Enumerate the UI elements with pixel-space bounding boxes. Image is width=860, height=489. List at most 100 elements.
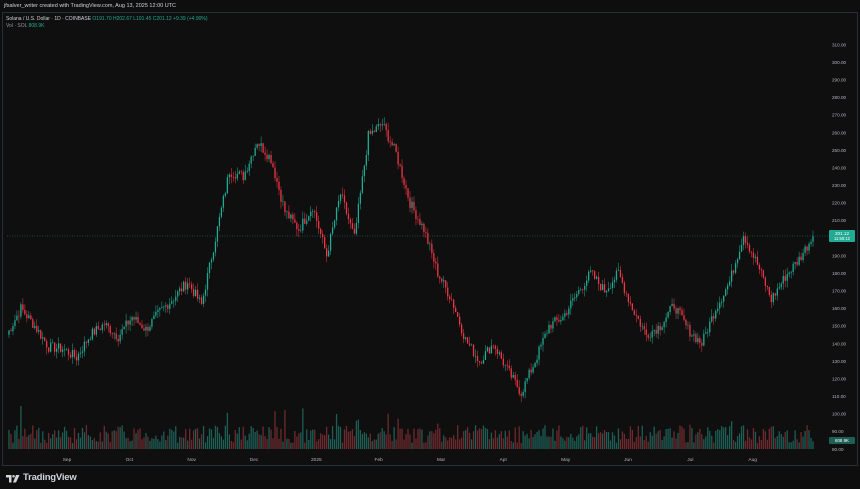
volume-bar: [188, 428, 191, 449]
candle-body: [38, 330, 40, 332]
candle-body: [562, 316, 564, 321]
candle-body: [208, 262, 211, 274]
time-axis: Sep Oct Nov Dec 2025 Feb Mar Apr May Jun Jul Aug: [63, 457, 758, 463]
candle-body: [137, 317, 139, 323]
volume-bar: [405, 434, 407, 449]
candle-body: [572, 298, 574, 301]
candle-body: [238, 171, 240, 174]
volume-bar: [185, 429, 187, 449]
candle-body: [512, 374, 514, 378]
volume-bar: [375, 439, 377, 449]
candle-body: [256, 144, 258, 148]
candle-body: [198, 297, 201, 299]
volume-bar: [81, 427, 84, 449]
candle-body: [808, 243, 810, 251]
volume-bar: [617, 428, 620, 449]
volume-bar: [721, 426, 723, 449]
volume-bar: [474, 425, 477, 449]
tradingview-logo[interactable]: TradingView: [6, 472, 77, 483]
candle-body: [46, 341, 48, 348]
price-chart[interactable]: 310.00 300.00 290.00 280.00 270.00 260.00 250.…: [3, 13, 857, 465]
candle-body: [520, 393, 522, 396]
volume-bar: [222, 439, 225, 449]
volume-bar: [530, 429, 532, 449]
candle-body: [135, 317, 137, 320]
candle-body: [460, 324, 463, 334]
volume-bar: [26, 436, 28, 449]
candle-body: [651, 331, 653, 338]
volume-bar: [244, 435, 246, 449]
volume-bar: [623, 433, 626, 449]
volume-bar: [498, 434, 500, 449]
candle-body: [405, 184, 407, 189]
candle-body: [560, 320, 562, 322]
volume-bar: [802, 436, 804, 449]
volume-bar: [73, 428, 76, 449]
candle-body: [613, 279, 616, 283]
volume-bar: [478, 428, 481, 449]
x-tick-label: 2025: [311, 457, 322, 463]
candle-body: [44, 337, 46, 342]
candle-body: [528, 369, 530, 379]
y-tick-label: 290.00: [832, 78, 846, 83]
candle-body: [32, 319, 34, 328]
candle-body: [546, 333, 548, 334]
candle-body: [318, 221, 320, 229]
candle-body: [212, 252, 215, 260]
candle-body: [607, 288, 610, 291]
volume-bar: [318, 439, 320, 449]
candle-body: [570, 300, 572, 309]
volume-bar: [605, 432, 608, 449]
volume-bar: [534, 434, 536, 449]
volume-bar: [89, 436, 92, 449]
volume-bar: [715, 430, 717, 449]
candle-body: [40, 330, 42, 339]
volume-bar: [59, 437, 62, 449]
candle-body: [599, 283, 602, 291]
candle-body: [361, 176, 364, 193]
volume-bar: [143, 437, 145, 449]
volume-bar: [139, 428, 141, 449]
volume-bar: [399, 428, 401, 449]
candle-body: [669, 305, 671, 313]
volume-bar: [514, 427, 516, 449]
candle-body: [480, 362, 483, 364]
candle-body: [721, 301, 723, 303]
candle-body: [637, 315, 639, 319]
volume-bar: [274, 411, 276, 449]
volume-bar: [800, 432, 802, 449]
candle-body: [611, 282, 614, 288]
volume-bar: [409, 434, 411, 449]
volume-bar: [413, 428, 415, 449]
volume-bar: [615, 442, 618, 449]
candle-body: [564, 313, 566, 317]
volume-bar: [371, 441, 373, 449]
volume-bar: [492, 438, 495, 449]
candle-body: [214, 241, 217, 253]
candle-body: [320, 228, 322, 235]
candle-body: [79, 352, 82, 354]
volume-bar: [292, 442, 294, 449]
candle-body: [514, 374, 516, 380]
candle-body: [236, 173, 238, 179]
candle-body: [794, 262, 796, 264]
volume-bar: [234, 429, 236, 449]
candle-body: [615, 270, 618, 280]
volume-bar: [457, 425, 459, 449]
volume-bar: [34, 438, 36, 449]
volume-bar: [746, 429, 749, 449]
volume-bar: [192, 430, 195, 449]
volume-bar: [288, 439, 290, 449]
candle-body: [389, 141, 391, 143]
candle-body: [65, 349, 68, 351]
chart-pane[interactable]: 310.00 300.00 290.00 280.00 270.00 260.00 250.…: [2, 12, 858, 466]
candle-body: [67, 349, 70, 355]
candle-body: [542, 337, 544, 345]
volume-bar: [107, 433, 109, 449]
y-tick-label: 220.00: [832, 201, 846, 206]
y-tick-label: 110.00: [832, 394, 846, 399]
volume-bar: [427, 435, 429, 449]
candle-body: [143, 328, 145, 331]
volume-bar: [55, 437, 58, 449]
volume-bar: [639, 436, 641, 449]
